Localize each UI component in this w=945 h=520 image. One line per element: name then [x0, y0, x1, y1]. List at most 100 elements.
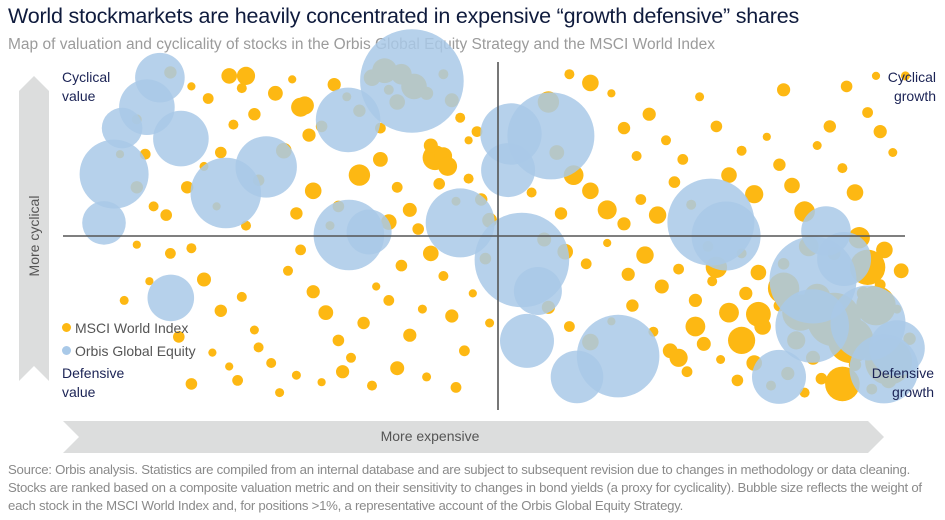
msci-bubble: [607, 89, 616, 98]
msci-bubble: [119, 295, 129, 305]
msci-bubble: [412, 223, 425, 235]
msci-bubble: [812, 141, 822, 150]
msci-bubble: [815, 372, 828, 385]
msci-bubble: [631, 151, 642, 161]
msci-bubble: [208, 348, 217, 357]
msci-bubble: [485, 318, 495, 328]
msci-bubble: [450, 382, 462, 393]
msci-bubble: [721, 167, 737, 183]
msci-bubble: [648, 206, 667, 224]
msci-bubble: [728, 326, 756, 354]
orbis-bubble: [513, 267, 562, 315]
quadrant-label-line: Defensive: [62, 365, 125, 381]
msci-bubble: [777, 83, 791, 97]
msci-bubble: [266, 358, 277, 368]
msci-bubble: [597, 200, 617, 220]
msci-bubble: [403, 328, 417, 342]
msci-bubble: [823, 120, 836, 133]
msci-bubble: [306, 285, 320, 299]
quadrant-label-line: Cyclical: [887, 69, 936, 85]
msci-bubble: [304, 182, 322, 200]
msci-bubble: [383, 295, 395, 306]
msci-bubble: [318, 305, 334, 320]
msci-bubble: [148, 201, 159, 212]
msci-bubble: [876, 241, 893, 259]
msci-bubble: [187, 82, 196, 91]
orbis-swatch-icon: [62, 346, 71, 355]
msci-bubble: [837, 163, 848, 174]
msci-bubble: [716, 355, 726, 364]
msci-bubble: [390, 361, 405, 376]
msci-bubble: [773, 158, 786, 171]
msci-bubble: [336, 365, 350, 379]
msci-bubble: [268, 85, 283, 101]
orbis-bubble: [507, 92, 595, 180]
orbis-bubble: [147, 274, 195, 322]
msci-bubble: [221, 68, 237, 84]
x-axis-label: More expensive: [380, 428, 480, 444]
msci-bubble: [564, 69, 575, 80]
orbis-bubble: [79, 139, 149, 209]
msci-bubble: [840, 80, 853, 93]
msci-bubble: [635, 194, 647, 205]
msci-bubble: [417, 304, 427, 314]
orbis-bubble: [775, 289, 849, 363]
msci-bubble: [348, 164, 371, 186]
msci-bubble: [464, 136, 473, 145]
msci-bubble: [402, 202, 417, 217]
legend-item-orbis: Orbis Global Equity: [62, 339, 196, 362]
msci-bubble: [290, 207, 303, 220]
orbis-bubble: [752, 349, 806, 404]
msci-bubble: [564, 321, 575, 332]
msci-bubble: [373, 152, 388, 167]
msci-bubble: [746, 301, 771, 327]
quadrant-label-line: growth: [893, 88, 936, 104]
legend-item-msci: MSCI World Index: [62, 316, 196, 339]
msci-bubble: [654, 279, 669, 294]
msci-bubble: [617, 217, 631, 231]
msci-bubble: [132, 240, 141, 249]
quadrant-label-line: Defensive: [871, 365, 934, 381]
msci-bubble: [249, 325, 259, 335]
msci-bubble: [283, 265, 293, 276]
msci-bubble: [357, 316, 370, 330]
chart-subtitle: Map of valuation and cyclicality of stoc…: [8, 36, 716, 53]
quadrant-label-line: value: [62, 88, 96, 104]
msci-bubble: [302, 128, 316, 142]
orbis-bubble: [849, 334, 919, 404]
msci-bubble: [160, 209, 172, 221]
msci-bubble: [603, 238, 612, 248]
msci-bubble: [236, 291, 247, 302]
msci-bubble: [288, 75, 297, 84]
msci-bubble: [471, 126, 483, 137]
msci-bubble: [291, 370, 301, 380]
msci-bubble: [669, 348, 688, 367]
msci-bubble: [253, 342, 264, 353]
msci-bubble: [459, 345, 470, 357]
y-axis-arrow: [19, 76, 49, 381]
msci-bubble: [332, 334, 345, 347]
msci-bubble: [422, 372, 432, 382]
msci-bubble: [367, 380, 377, 391]
msci-bubble: [846, 184, 864, 201]
msci-bubble: [626, 299, 639, 312]
msci-bubble: [731, 374, 744, 387]
orbis-bubble: [153, 110, 209, 167]
msci-bubble: [214, 304, 227, 317]
msci-bubble: [745, 185, 764, 204]
msci-bubble: [893, 263, 909, 279]
orbis-bubble: [360, 29, 464, 133]
quadrant-label-defensive-growth: Defensive growth: [850, 364, 934, 402]
legend: MSCI World Index Orbis Global Equity: [62, 316, 196, 362]
msci-bubble: [423, 245, 439, 262]
msci-bubble: [228, 119, 239, 130]
msci-bubble: [719, 302, 739, 323]
msci-bubble: [438, 271, 449, 281]
msci-bubble: [673, 263, 684, 275]
msci-bubble: [346, 352, 356, 363]
orbis-bubble: [82, 201, 126, 245]
legend-label: Orbis Global Equity: [75, 342, 196, 359]
quadrant-label-cyclical-value: Cyclical value: [62, 68, 110, 106]
msci-bubble: [739, 286, 753, 300]
